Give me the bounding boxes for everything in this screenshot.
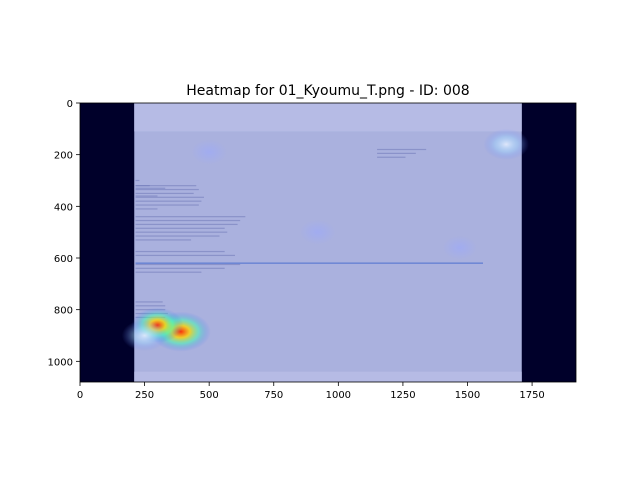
x-tick-label-5: 1250 (390, 390, 415, 401)
text-line-17 (135, 227, 225, 229)
heat-spot-3 (483, 128, 530, 160)
chart-title: Heatmap for 01_Kyoumu_T.png - ID: 008 (186, 83, 469, 99)
text-line-24 (135, 267, 225, 269)
window-bar-2 (134, 371, 522, 382)
plot-frame (79, 102, 577, 383)
x-tick-label-6: 1500 (455, 390, 480, 401)
text-line-18 (135, 231, 228, 233)
text-line-25 (135, 271, 202, 273)
y-tick-label-3: 600 (54, 254, 73, 265)
text-line-3 (135, 187, 166, 189)
text-line-16 (135, 223, 238, 226)
text-line-4 (377, 148, 427, 151)
window-bar-1 (134, 118, 522, 132)
heat-spot-4 (299, 219, 336, 245)
x-tick-label-3: 750 (264, 390, 283, 401)
y-tick-label-0: 0 (67, 99, 73, 110)
y-tick-label-5: 1000 (48, 357, 73, 368)
heat-spot-2 (121, 320, 168, 351)
text-line-5 (377, 152, 416, 154)
y-tick-label-4: 800 (54, 306, 73, 317)
plot-area (80, 103, 576, 382)
x-tick-label-1: 250 (135, 390, 154, 401)
text-line-2 (135, 195, 158, 197)
y-tick-label-2: 400 (54, 202, 73, 213)
y-tick-label-1: 200 (54, 151, 73, 162)
text-line-10 (135, 196, 204, 198)
text-line-0 (135, 179, 140, 182)
y-axis: 0 200 400 600 800 1000 (48, 99, 80, 368)
text-line-26 (135, 301, 163, 303)
text-line-12 (135, 204, 199, 206)
x-axis: 0 250 500 750 1000 1250 1500 1750 (77, 382, 545, 401)
x-tick-label-7: 1750 (519, 390, 544, 401)
x-tick-label-0: 0 (77, 390, 83, 401)
link-line (135, 262, 483, 264)
text-line-9 (135, 192, 194, 195)
window-bar-0 (134, 103, 522, 119)
text-line-11 (135, 200, 202, 202)
heat-spot-5 (191, 139, 228, 165)
text-line-22 (135, 254, 235, 257)
text-line-13 (135, 208, 158, 210)
text-line-14 (135, 216, 246, 218)
text-line-15 (135, 219, 241, 222)
text-line-8 (135, 188, 199, 191)
text-line-21 (135, 250, 225, 253)
heat-layer (121, 128, 530, 352)
text-line-19 (135, 235, 220, 237)
text-line-27 (135, 305, 166, 307)
text-line-23 (135, 263, 241, 266)
text-line-6 (377, 156, 406, 158)
heat-spot-6 (442, 235, 477, 260)
text-line-7 (135, 185, 197, 187)
x-tick-label-2: 500 (200, 390, 219, 401)
x-tick-label-4: 1000 (326, 390, 351, 401)
text-line-20 (135, 239, 192, 241)
